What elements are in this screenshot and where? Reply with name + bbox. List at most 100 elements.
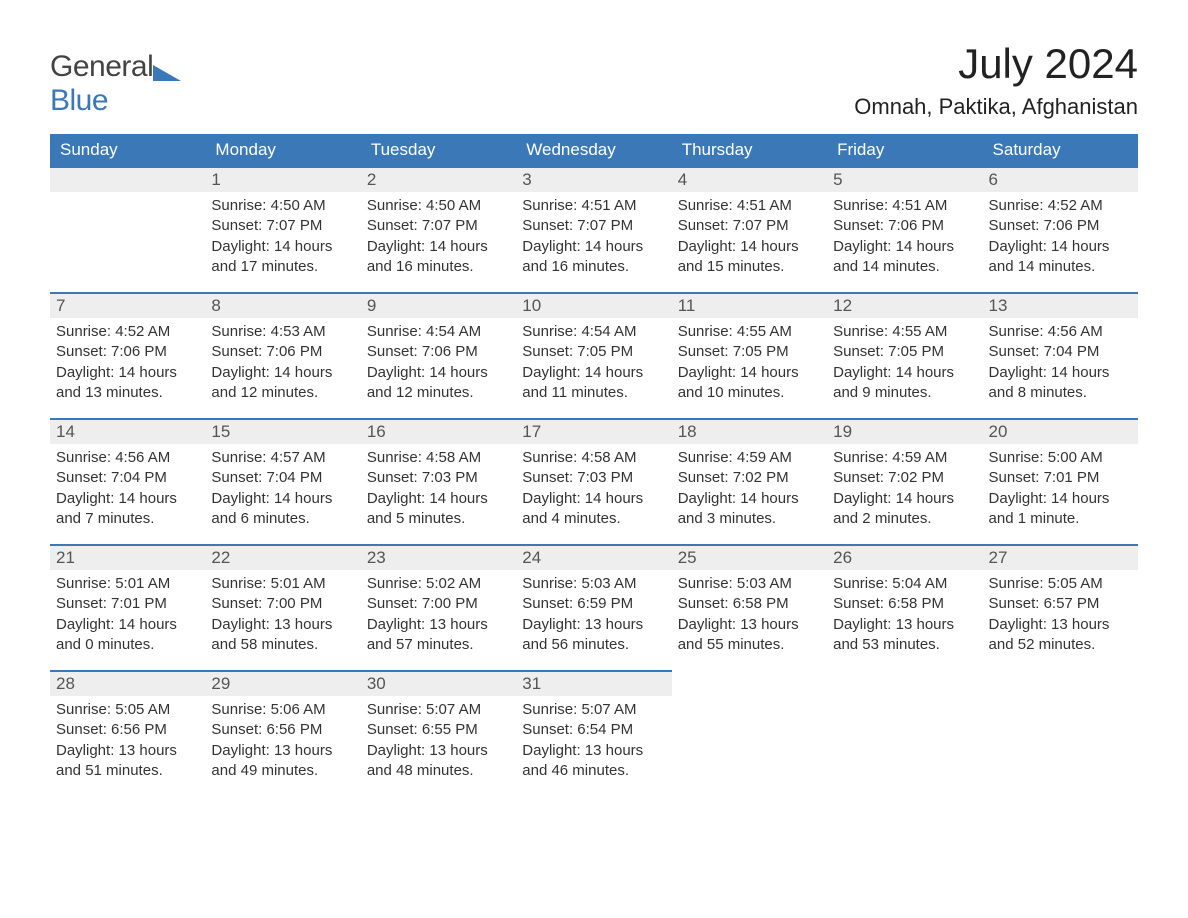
sunset-text: Sunset: 7:07 PM (211, 216, 354, 236)
flag-icon (153, 61, 181, 83)
sunrise-text: Sunrise: 4:56 AM (989, 322, 1132, 342)
calendar-week-row: 1Sunrise: 4:50 AMSunset: 7:07 PMDaylight… (50, 166, 1138, 292)
day-details: Sunrise: 4:59 AMSunset: 7:02 PMDaylight:… (672, 444, 827, 539)
day-details: Sunrise: 5:03 AMSunset: 6:58 PMDaylight:… (672, 570, 827, 665)
daylight-text-1: Daylight: 14 hours (211, 237, 354, 257)
day-details: Sunrise: 4:58 AMSunset: 7:03 PMDaylight:… (361, 444, 516, 539)
sunrise-text: Sunrise: 4:52 AM (56, 322, 199, 342)
day-number: 26 (827, 544, 982, 570)
sunset-text: Sunset: 7:07 PM (522, 216, 665, 236)
logo-text: General Blue (50, 50, 181, 118)
daylight-text-2: and 6 minutes. (211, 509, 354, 529)
sunset-text: Sunset: 7:07 PM (678, 216, 821, 236)
day-number: 21 (50, 544, 205, 570)
day-number: 16 (361, 418, 516, 444)
daylight-text-2: and 16 minutes. (522, 257, 665, 277)
day-details: Sunrise: 4:53 AMSunset: 7:06 PMDaylight:… (205, 318, 360, 413)
daylight-text-2: and 10 minutes. (678, 383, 821, 403)
daylight-text-1: Daylight: 13 hours (522, 741, 665, 761)
daylight-text-2: and 58 minutes. (211, 635, 354, 655)
sunrise-text: Sunrise: 4:59 AM (678, 448, 821, 468)
daylight-text-2: and 5 minutes. (367, 509, 510, 529)
sunrise-text: Sunrise: 5:02 AM (367, 574, 510, 594)
sunrise-text: Sunrise: 5:07 AM (367, 700, 510, 720)
daylight-text-2: and 7 minutes. (56, 509, 199, 529)
daylight-text-1: Daylight: 13 hours (833, 615, 976, 635)
day-number: 17 (516, 418, 671, 444)
day-number: 9 (361, 292, 516, 318)
calendar-cell: 8Sunrise: 4:53 AMSunset: 7:06 PMDaylight… (205, 292, 360, 418)
day-header: Saturday (983, 134, 1138, 166)
daylight-text-1: Daylight: 14 hours (522, 363, 665, 383)
day-details: Sunrise: 4:52 AMSunset: 7:06 PMDaylight:… (50, 318, 205, 413)
day-number: 15 (205, 418, 360, 444)
daylight-text-2: and 46 minutes. (522, 761, 665, 781)
day-number: 4 (672, 166, 827, 192)
calendar-cell: 24Sunrise: 5:03 AMSunset: 6:59 PMDayligh… (516, 544, 671, 670)
sunrise-text: Sunrise: 5:03 AM (522, 574, 665, 594)
daylight-text-2: and 49 minutes. (211, 761, 354, 781)
daylight-text-1: Daylight: 14 hours (522, 237, 665, 257)
daylight-text-1: Daylight: 14 hours (833, 363, 976, 383)
day-number: 12 (827, 292, 982, 318)
calendar-cell: 6Sunrise: 4:52 AMSunset: 7:06 PMDaylight… (983, 166, 1138, 292)
daylight-text-1: Daylight: 13 hours (367, 741, 510, 761)
daylight-text-2: and 14 minutes. (989, 257, 1132, 277)
sunrise-text: Sunrise: 4:54 AM (367, 322, 510, 342)
day-number: 19 (827, 418, 982, 444)
daylight-text-2: and 4 minutes. (522, 509, 665, 529)
daylight-text-1: Daylight: 13 hours (367, 615, 510, 635)
daylight-text-1: Daylight: 13 hours (989, 615, 1132, 635)
sunset-text: Sunset: 6:55 PM (367, 720, 510, 740)
sunrise-text: Sunrise: 5:07 AM (522, 700, 665, 720)
daylight-text-1: Daylight: 14 hours (211, 363, 354, 383)
day-details: Sunrise: 4:52 AMSunset: 7:06 PMDaylight:… (983, 192, 1138, 287)
day-number: 29 (205, 670, 360, 696)
sunset-text: Sunset: 6:57 PM (989, 594, 1132, 614)
sunset-text: Sunset: 6:56 PM (56, 720, 199, 740)
day-details: Sunrise: 4:54 AMSunset: 7:06 PMDaylight:… (361, 318, 516, 413)
day-details: Sunrise: 5:02 AMSunset: 7:00 PMDaylight:… (361, 570, 516, 665)
sunrise-text: Sunrise: 5:03 AM (678, 574, 821, 594)
daylight-text-1: Daylight: 14 hours (56, 489, 199, 509)
daylight-text-1: Daylight: 14 hours (367, 489, 510, 509)
day-details: Sunrise: 5:00 AMSunset: 7:01 PMDaylight:… (983, 444, 1138, 539)
calendar-cell: 16Sunrise: 4:58 AMSunset: 7:03 PMDayligh… (361, 418, 516, 544)
day-number: 22 (205, 544, 360, 570)
sunrise-text: Sunrise: 4:50 AM (367, 196, 510, 216)
day-details: Sunrise: 4:56 AMSunset: 7:04 PMDaylight:… (983, 318, 1138, 413)
sunset-text: Sunset: 6:58 PM (833, 594, 976, 614)
day-details: Sunrise: 5:01 AMSunset: 7:01 PMDaylight:… (50, 570, 205, 665)
sunset-text: Sunset: 7:06 PM (211, 342, 354, 362)
calendar-cell: 19Sunrise: 4:59 AMSunset: 7:02 PMDayligh… (827, 418, 982, 544)
daylight-text-1: Daylight: 14 hours (211, 489, 354, 509)
daylight-text-1: Daylight: 14 hours (522, 489, 665, 509)
day-details: Sunrise: 4:51 AMSunset: 7:07 PMDaylight:… (516, 192, 671, 287)
calendar-cell: 18Sunrise: 4:59 AMSunset: 7:02 PMDayligh… (672, 418, 827, 544)
daylight-text-1: Daylight: 14 hours (367, 363, 510, 383)
location: Omnah, Paktika, Afghanistan (854, 94, 1138, 120)
logo-text-top: General (50, 50, 153, 83)
sunset-text: Sunset: 7:05 PM (678, 342, 821, 362)
calendar-cell: 27Sunrise: 5:05 AMSunset: 6:57 PMDayligh… (983, 544, 1138, 670)
daylight-text-2: and 12 minutes. (367, 383, 510, 403)
daylight-text-1: Daylight: 14 hours (989, 363, 1132, 383)
daylight-text-2: and 11 minutes. (522, 383, 665, 403)
sunrise-text: Sunrise: 4:54 AM (522, 322, 665, 342)
daylight-text-1: Daylight: 14 hours (989, 237, 1132, 257)
daylight-text-2: and 14 minutes. (833, 257, 976, 277)
daylight-text-2: and 15 minutes. (678, 257, 821, 277)
sunset-text: Sunset: 7:04 PM (989, 342, 1132, 362)
calendar-week-row: 7Sunrise: 4:52 AMSunset: 7:06 PMDaylight… (50, 292, 1138, 418)
sunset-text: Sunset: 7:00 PM (211, 594, 354, 614)
day-number: 6 (983, 166, 1138, 192)
sunset-text: Sunset: 7:06 PM (56, 342, 199, 362)
day-details: Sunrise: 4:55 AMSunset: 7:05 PMDaylight:… (672, 318, 827, 413)
sunrise-text: Sunrise: 4:59 AM (833, 448, 976, 468)
day-header: Thursday (672, 134, 827, 166)
calendar-cell (672, 670, 827, 796)
day-number: 3 (516, 166, 671, 192)
day-details: Sunrise: 4:59 AMSunset: 7:02 PMDaylight:… (827, 444, 982, 539)
daylight-text-1: Daylight: 14 hours (989, 489, 1132, 509)
daylight-text-2: and 2 minutes. (833, 509, 976, 529)
